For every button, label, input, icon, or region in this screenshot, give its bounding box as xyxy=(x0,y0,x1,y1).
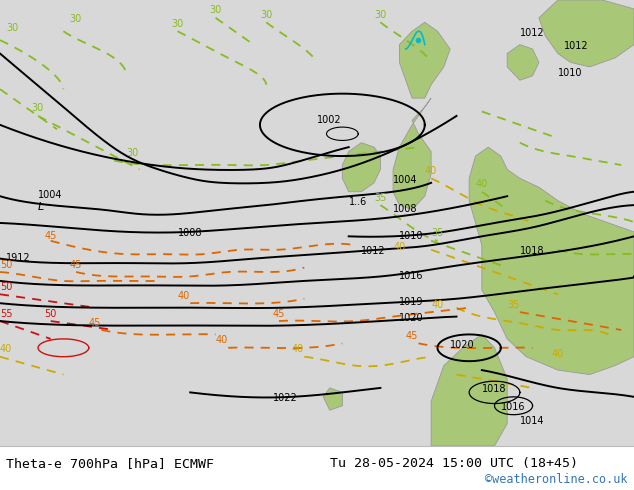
Text: 1018: 1018 xyxy=(520,246,545,256)
Text: 45: 45 xyxy=(44,231,57,241)
Text: 45: 45 xyxy=(273,309,285,318)
Text: 1002: 1002 xyxy=(318,115,342,124)
Text: 50: 50 xyxy=(0,282,13,292)
Text: 1016: 1016 xyxy=(501,402,526,412)
Text: Tu 28-05-2024 15:00 UTC (18+45): Tu 28-05-2024 15:00 UTC (18+45) xyxy=(330,457,578,470)
Text: 45: 45 xyxy=(406,331,418,341)
Polygon shape xyxy=(323,388,342,410)
Text: 1022: 1022 xyxy=(273,393,297,403)
Text: 1004: 1004 xyxy=(38,191,63,200)
Text: 40: 40 xyxy=(431,300,443,310)
Text: 1010: 1010 xyxy=(558,68,583,78)
Text: 30: 30 xyxy=(6,23,18,33)
Text: ©weatheronline.co.uk: ©weatheronline.co.uk xyxy=(485,472,628,486)
Text: 30: 30 xyxy=(374,10,386,20)
Text: 1014: 1014 xyxy=(520,416,545,426)
Polygon shape xyxy=(507,45,539,80)
Text: 1019: 1019 xyxy=(399,297,424,307)
Text: 40: 40 xyxy=(552,349,564,359)
Polygon shape xyxy=(393,98,431,210)
Text: Theta-e 700hPa [hPa] ECMWF: Theta-e 700hPa [hPa] ECMWF xyxy=(6,457,214,470)
Text: 45: 45 xyxy=(70,260,82,270)
Text: 30: 30 xyxy=(209,5,221,15)
Text: 35: 35 xyxy=(374,193,387,203)
Text: 40: 40 xyxy=(178,291,190,301)
Polygon shape xyxy=(539,0,634,67)
Text: 30: 30 xyxy=(260,10,272,20)
Polygon shape xyxy=(431,334,507,446)
Text: 1012: 1012 xyxy=(520,27,545,38)
Text: 1012: 1012 xyxy=(564,41,589,51)
Text: 35: 35 xyxy=(507,300,520,310)
Text: 40: 40 xyxy=(476,179,488,189)
Text: 1020: 1020 xyxy=(399,313,424,323)
Text: 30: 30 xyxy=(171,19,183,29)
Text: 50: 50 xyxy=(44,309,57,318)
Text: L: L xyxy=(38,202,44,213)
Text: 30: 30 xyxy=(32,103,44,114)
Polygon shape xyxy=(399,22,450,98)
Text: 50: 50 xyxy=(0,260,13,270)
Text: 1016: 1016 xyxy=(399,270,424,281)
Polygon shape xyxy=(469,147,634,374)
Text: 30: 30 xyxy=(70,14,82,24)
Text: 40: 40 xyxy=(393,242,405,252)
Text: 1008: 1008 xyxy=(178,228,202,238)
Text: 1008: 1008 xyxy=(393,204,418,214)
Text: 40: 40 xyxy=(0,344,12,354)
Text: 1912: 1912 xyxy=(6,253,31,263)
Text: 1..6: 1..6 xyxy=(349,197,367,207)
Text: 1004: 1004 xyxy=(393,175,418,185)
Text: 1018: 1018 xyxy=(482,384,507,394)
Text: 1012: 1012 xyxy=(361,246,386,256)
Polygon shape xyxy=(342,143,380,192)
Text: 30: 30 xyxy=(127,148,139,158)
Text: 40: 40 xyxy=(292,344,304,354)
Text: 55: 55 xyxy=(0,309,13,318)
Text: 35: 35 xyxy=(431,228,444,238)
Text: 1020: 1020 xyxy=(450,340,475,350)
Text: 45: 45 xyxy=(89,318,101,327)
Text: 40: 40 xyxy=(425,166,437,176)
Text: 40: 40 xyxy=(216,335,228,345)
Text: 1010: 1010 xyxy=(399,231,424,241)
